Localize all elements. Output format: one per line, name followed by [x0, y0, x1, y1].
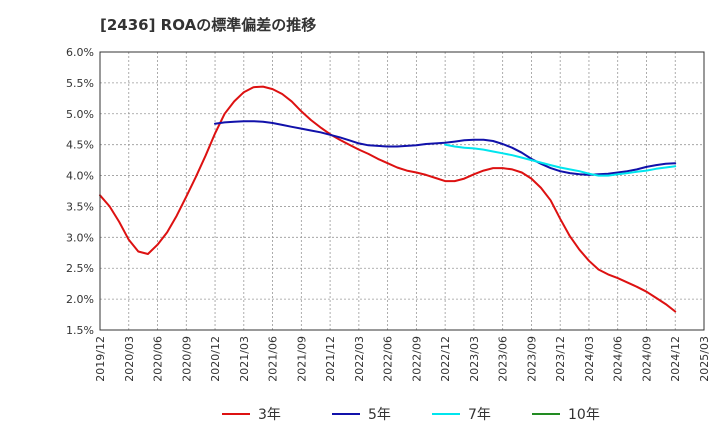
- y-tick-label: 5.5%: [66, 77, 94, 90]
- plot-frame: [99, 51, 705, 331]
- x-tick-label: 2022/06: [382, 336, 395, 382]
- x-tick-label: 2021/03: [238, 336, 251, 382]
- y-tick-label: 2.0%: [66, 293, 94, 306]
- x-tick-label: 2024/12: [669, 336, 682, 382]
- x-tick-label: 2020/03: [123, 336, 136, 382]
- legend-label: 10年: [568, 407, 600, 423]
- x-tick-label: 2023/09: [525, 336, 538, 382]
- x-tick-label: 2021/09: [295, 336, 308, 382]
- plot-area: [100, 52, 704, 330]
- x-tick-label: 2020/06: [152, 336, 165, 382]
- x-tick-label: 2024/06: [612, 336, 625, 382]
- x-tick-label: 2021/12: [324, 336, 337, 382]
- x-tick-label: 2020/09: [180, 336, 193, 382]
- x-tick-label: 2023/06: [497, 336, 510, 382]
- series-line-7年: [444, 143, 677, 177]
- y-tick-label: 3.0%: [66, 231, 94, 244]
- y-tick-label: 2.5%: [66, 262, 94, 275]
- y-tick-label: 6.0%: [66, 46, 94, 59]
- x-tick-label: 2019/12: [94, 336, 107, 382]
- x-tick-label: 2025/03: [698, 336, 711, 382]
- legend-label: 3年: [258, 407, 281, 423]
- x-tick-label: 2022/12: [439, 336, 452, 382]
- y-tick-label: 4.5%: [66, 139, 94, 152]
- x-tick-label: 2022/03: [353, 336, 366, 382]
- legend-label: 7年: [468, 407, 491, 423]
- x-tick-label: 2024/09: [640, 336, 653, 382]
- x-tick-label: 2020/12: [209, 336, 222, 382]
- chart-title: [2436] ROAの標準偏差の推移: [100, 16, 317, 34]
- x-tick-label: 2021/06: [267, 336, 280, 382]
- x-tick-label: 2022/09: [410, 336, 423, 382]
- y-tick-label: 4.0%: [66, 170, 94, 183]
- series-line-3年: [99, 85, 677, 313]
- x-tick-label: 2024/03: [583, 336, 596, 382]
- x-tick-label: 2023/03: [468, 336, 481, 382]
- y-tick-label: 5.0%: [66, 108, 94, 121]
- y-axis-ticks: 1.5% 2.0% 2.5% 3.0% 3.5% 4.0% 4.5% 5.0% 5.5% 6.0%: [66, 46, 94, 337]
- x-tick-label: 2023/12: [554, 336, 567, 382]
- series-line-5年: [214, 120, 677, 176]
- lines-layer: [99, 85, 677, 313]
- legend: 3年 5年 7年 10年: [222, 407, 600, 423]
- x-axis-ticks: 2019/12 2020/03 2020/06 2020/09 2020/12 2021/…: [94, 336, 711, 382]
- legend-label: 5年: [368, 407, 391, 423]
- y-tick-label: 3.5%: [66, 200, 94, 213]
- y-tick-label: 1.5%: [66, 324, 94, 337]
